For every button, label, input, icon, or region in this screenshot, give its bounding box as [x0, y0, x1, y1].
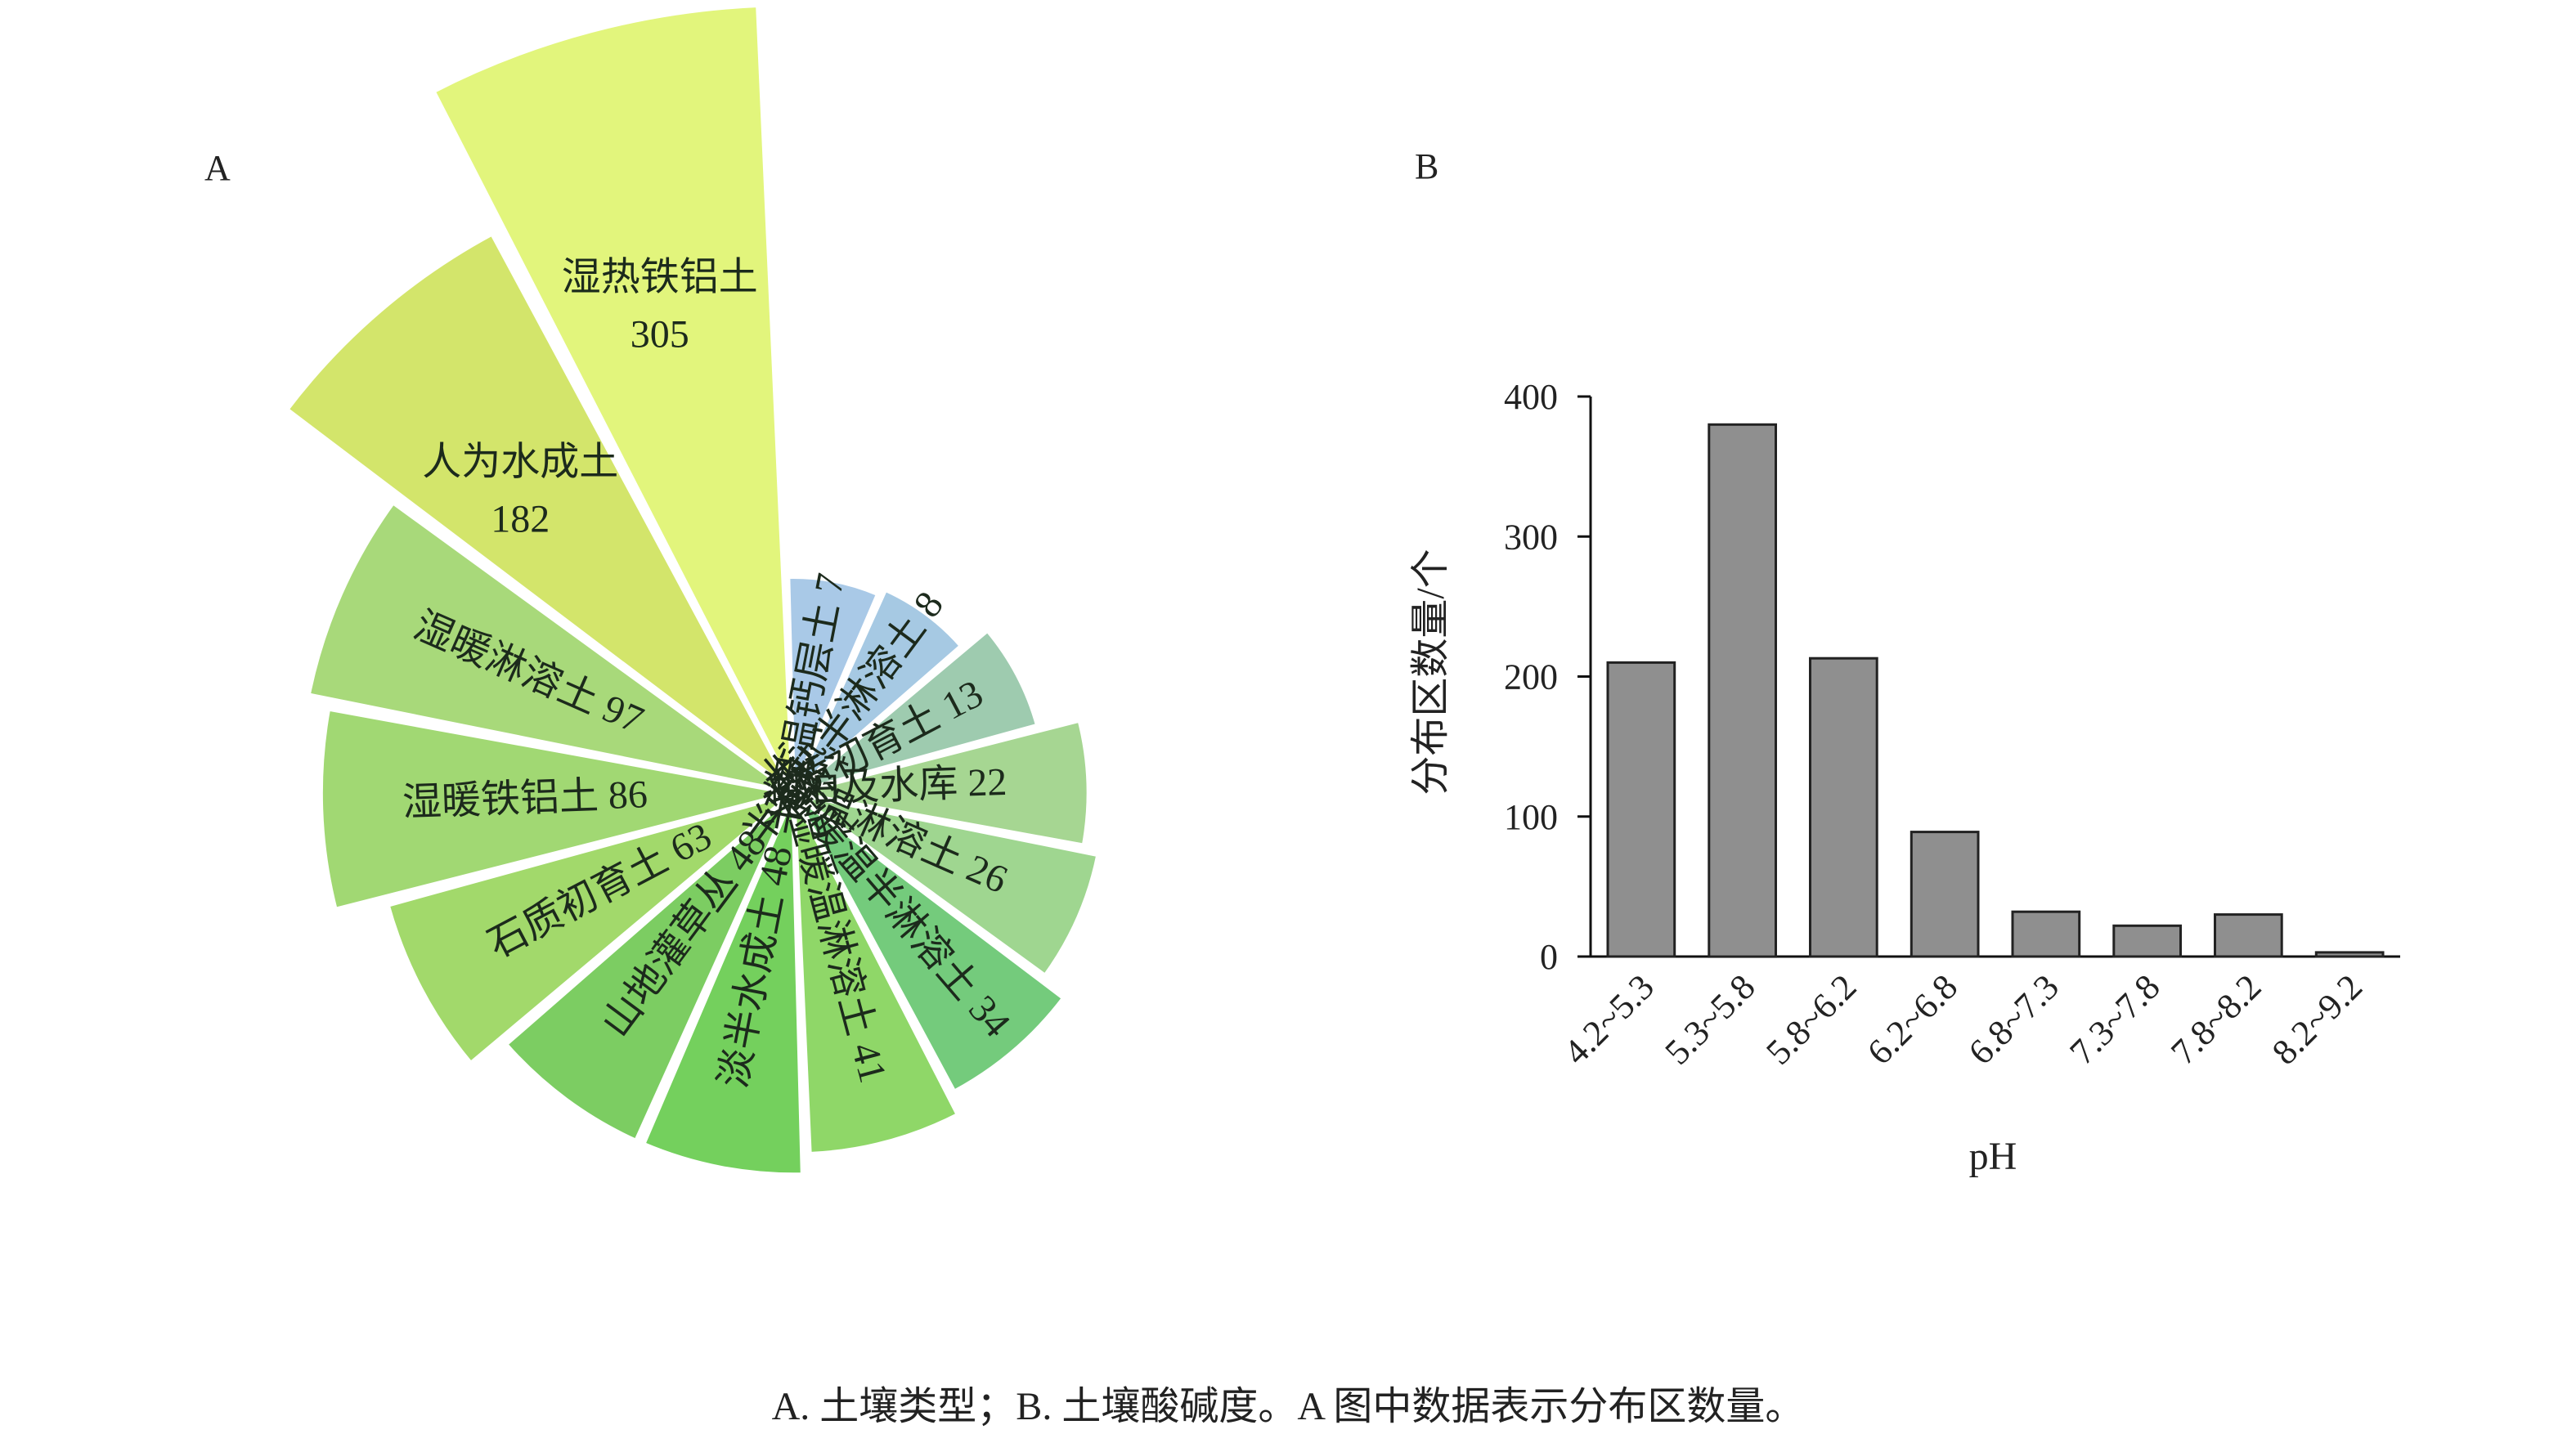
- x-tick-label: 7.8~8.2: [2163, 966, 2269, 1072]
- rose-sector: [791, 791, 963, 1158]
- rose-sector: [384, 791, 795, 1068]
- rose-sector: [792, 716, 1092, 849]
- sector-label: 湖泊及水库 22: [761, 760, 1008, 812]
- x-axis-title: pH: [1969, 1135, 2017, 1178]
- bar: [1708, 423, 1778, 958]
- x-tick-label: 5.3~5.8: [1657, 966, 1762, 1072]
- rose-sector: [501, 791, 796, 1145]
- y-tick-label: 400: [1504, 377, 1558, 417]
- panel-b-label: B: [1415, 146, 1438, 186]
- rose-sector: [791, 585, 966, 795]
- x-tick-label: 8.2~9.2: [2264, 966, 2370, 1072]
- rose-sector: [785, 574, 882, 795]
- y-tick-label: 0: [1540, 937, 1558, 977]
- rose-sector: [640, 791, 806, 1178]
- x-tick-label: 6.2~6.8: [1860, 966, 1965, 1072]
- rose-sector: [791, 791, 1068, 1096]
- rose-sector: [792, 791, 1102, 980]
- figure-caption: A. 土壤类型；B. 土壤酸碱度。A 图中数据表示分布区数量。: [771, 1385, 1805, 1428]
- y-tick-label: 100: [1504, 797, 1558, 837]
- bar: [1809, 657, 1878, 958]
- rose-sector: [792, 626, 1041, 795]
- sector-label: 湿暖铁铝土 86: [402, 773, 648, 824]
- bar: [1606, 661, 1676, 958]
- sector-label: 湿热铁铝土 305: [562, 255, 758, 356]
- rose-sector: [305, 498, 795, 795]
- x-tick-label: 5.8~6.2: [1758, 966, 1864, 1072]
- y-tick-label: 300: [1504, 517, 1558, 557]
- bar: [2112, 924, 2183, 958]
- bar: [1910, 831, 1980, 958]
- x-tick-label: 7.3~7.8: [2062, 966, 2167, 1072]
- sector-label: 人为水成土 182: [422, 440, 618, 540]
- rose-sectors: [282, 2, 1102, 1178]
- bar-bars: [1606, 423, 2385, 958]
- bar: [2214, 913, 2283, 958]
- panel-b: B 0 100 200 300 400 4.2~5.35.3~5.85.8~6.26.2~…: [1409, 146, 2400, 1178]
- y-axis-title: 分布区数量/个: [1409, 549, 1452, 795]
- x-tick-label: 4.2~5.3: [1556, 966, 1662, 1072]
- rose-sector: [317, 706, 794, 913]
- y-tick-label: 200: [1504, 657, 1558, 697]
- x-tick-label: 6.8~7.3: [1961, 966, 2067, 1072]
- rose-center: [772, 772, 815, 814]
- bar: [2011, 910, 2081, 958]
- rose-sector: [282, 230, 796, 795]
- rose-sector: [429, 2, 796, 795]
- bar: [2314, 951, 2385, 958]
- panel-a-label: A: [204, 148, 231, 188]
